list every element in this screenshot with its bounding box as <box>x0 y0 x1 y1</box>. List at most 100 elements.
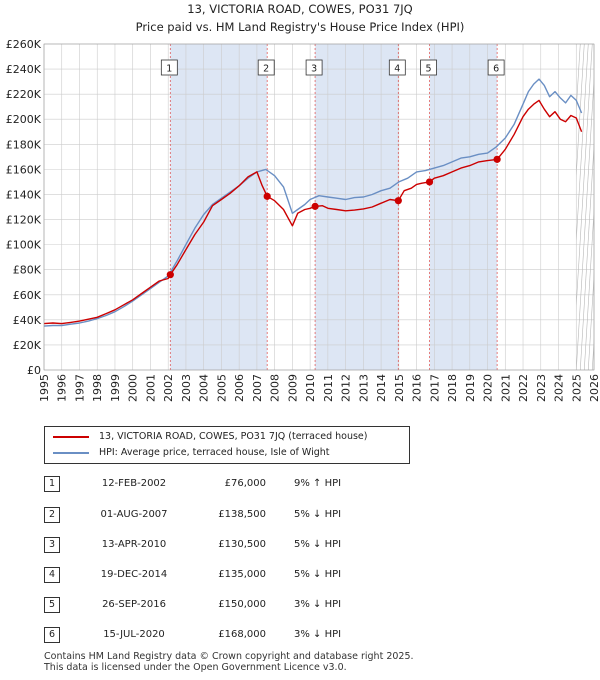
sale-marker-label: 5 <box>426 64 432 75</box>
sale-date: 15-JUL-2020 <box>103 629 165 640</box>
x-tick-label: 1998 <box>91 374 104 402</box>
hatch-line <box>576 44 581 115</box>
sale-hpi-change: 9% ↑ HPI <box>294 478 342 489</box>
sale-marker-label: 1 <box>166 64 172 75</box>
x-tick-label: 2009 <box>286 374 299 402</box>
sale-hpi-change: 5% ↓ HPI <box>294 569 342 580</box>
x-tick-label: 2014 <box>375 374 388 402</box>
footer-attribution: Contains HM Land Registry data © Crown c… <box>44 651 414 673</box>
hatch-line <box>512 44 532 370</box>
sale-date: 19-DEC-2014 <box>100 569 168 580</box>
x-tick-label: 2017 <box>428 374 441 402</box>
y-tick-label: £200K <box>6 113 42 126</box>
sale-marker-box <box>305 59 323 76</box>
x-tick-label: 2022 <box>517 374 530 402</box>
sale-marker-label: 3 <box>311 64 317 75</box>
x-tick-label: 2013 <box>357 374 370 402</box>
sale-date: 26-SEP-2016 <box>102 599 166 610</box>
sale-number-badge: 3 <box>44 537 60 553</box>
legend-label-hpi: HPI: Average price, terraced house, Isle… <box>99 447 330 458</box>
sale-number-badge: 6 <box>44 627 60 643</box>
x-tick-label: 2011 <box>322 374 335 402</box>
hatch-line <box>528 44 548 370</box>
sale-number-badge: 4 <box>44 567 60 583</box>
x-tick-label: 2000 <box>127 374 140 402</box>
hatch-line <box>576 44 577 49</box>
y-tick-label: £20K <box>13 339 42 352</box>
sale-point <box>425 178 434 186</box>
sale-price: £135,000 <box>218 569 266 580</box>
x-tick-label: 2001 <box>144 374 157 402</box>
hatch-line <box>496 44 516 370</box>
x-tick-label: 2012 <box>340 374 353 402</box>
hatch-line <box>532 44 552 370</box>
x-tick-label: 2005 <box>215 374 228 402</box>
x-tick-label: 2016 <box>411 374 424 402</box>
sale-date: 12-FEB-2002 <box>101 478 167 489</box>
sale-date: 01-AUG-2007 <box>100 509 168 520</box>
x-tick-label: 1995 <box>38 374 51 402</box>
sale-price: £130,500 <box>218 539 266 550</box>
sale-hpi-change: 3% ↓ HPI <box>294 629 342 640</box>
y-tick-label: £160K <box>6 163 42 176</box>
y-tick-label: £220K <box>6 88 42 101</box>
hatch-line <box>587 271 594 370</box>
y-tick-label: £140K <box>6 188 42 201</box>
legend-label-price: 13, VICTORIA ROAD, COWES, PO31 7JQ (terr… <box>99 431 368 442</box>
y-tick-label: £120K <box>6 214 42 227</box>
ownership-shade <box>429 44 498 370</box>
x-tick-label: 2006 <box>233 374 246 402</box>
y-tick-label: £180K <box>6 138 42 151</box>
footer-licence: This data is licensed under the Open Gov… <box>44 662 347 673</box>
sale-marker-label: 6 <box>493 64 499 75</box>
x-tick-label: 1997 <box>73 374 86 402</box>
table-row: 2 01-AUG-2007 £138,500 5% ↓ HPI <box>44 506 384 524</box>
sale-marker-box <box>388 59 406 76</box>
sale-number-badge: 2 <box>44 507 60 523</box>
y-tick-label: £60K <box>13 289 42 302</box>
sale-number-badge: 1 <box>44 476 60 492</box>
ownership-shade <box>315 44 399 370</box>
table-row: 3 13-APR-2010 £130,500 5% ↓ HPI <box>44 536 384 554</box>
table-row: 6 15-JUL-2020 £168,000 3% ↓ HPI <box>44 626 384 644</box>
hatch-line <box>576 44 585 180</box>
sale-marker-box <box>487 59 505 76</box>
table-row: 4 19-DEC-2014 £135,000 5% ↓ HPI <box>44 566 384 584</box>
hatch-line <box>500 44 520 370</box>
table-row: 5 26-SEP-2016 £150,000 3% ↓ HPI <box>44 596 384 614</box>
x-tick-label: 2023 <box>535 374 548 402</box>
y-tick-label: £240K <box>6 63 42 76</box>
y-tick-label: £0 <box>27 364 41 377</box>
y-tick-label: £80K <box>13 264 42 277</box>
price-paid-line <box>43 99 583 325</box>
sale-point <box>166 271 174 279</box>
sale-point <box>493 155 501 163</box>
sale-hpi-change: 5% ↓ HPI <box>294 539 342 550</box>
x-tick-label: 2007 <box>251 374 264 402</box>
sale-price: £76,000 <box>224 478 266 489</box>
chart-title: 13, VICTORIA ROAD, COWES, PO31 7JQ <box>187 2 412 16</box>
sale-marker-box <box>420 59 437 76</box>
x-tick-label: 2021 <box>499 374 512 402</box>
legend-swatch-price <box>53 436 89 438</box>
x-tick-label: 2024 <box>553 374 566 402</box>
x-tick-label: 2004 <box>198 374 211 402</box>
hpi-line <box>43 78 583 327</box>
x-tick-label: 2010 <box>304 374 317 402</box>
sale-point <box>394 197 402 205</box>
sale-point <box>311 202 319 210</box>
sale-hpi-change: 5% ↓ HPI <box>294 509 342 520</box>
hatch-line <box>576 44 593 310</box>
hatch-line <box>540 44 560 370</box>
hatch-line <box>516 44 536 370</box>
y-tick-label: £260K <box>6 38 42 51</box>
y-tick-label: £40K <box>13 314 42 327</box>
sale-marker-box <box>257 59 275 76</box>
y-tick-label: £100K <box>6 239 42 252</box>
sale-date: 13-APR-2010 <box>101 539 167 550</box>
chart-legend: 13, VICTORIA ROAD, COWES, PO31 7JQ (terr… <box>44 426 410 464</box>
hatch-line <box>583 206 594 370</box>
x-tick-label: 2003 <box>180 374 193 402</box>
hatch-line <box>596 44 600 370</box>
sale-marker-label: 4 <box>394 64 400 75</box>
